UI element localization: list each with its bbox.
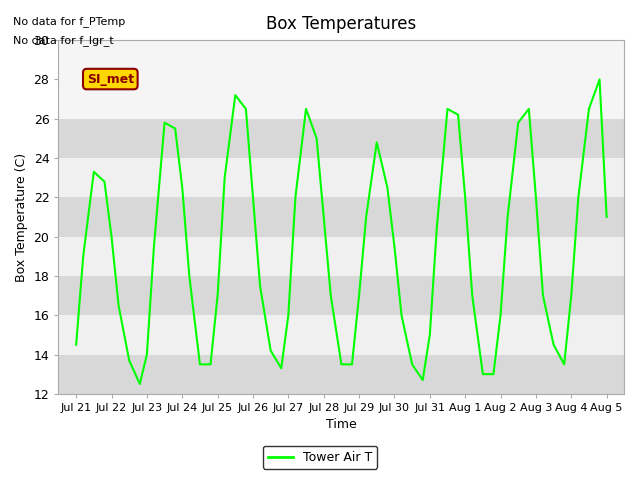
Bar xyxy=(58,119,624,158)
Y-axis label: Box Temperature (C): Box Temperature (C) xyxy=(15,153,28,282)
Bar xyxy=(58,158,624,197)
Bar xyxy=(58,355,624,394)
Text: No data for f_PTemp: No data for f_PTemp xyxy=(13,16,125,27)
Bar xyxy=(58,276,624,315)
Legend: Tower Air T: Tower Air T xyxy=(263,446,377,469)
X-axis label: Time: Time xyxy=(326,419,356,432)
Title: Box Temperatures: Box Temperatures xyxy=(266,15,417,33)
Bar xyxy=(58,197,624,237)
Bar xyxy=(58,237,624,276)
Bar xyxy=(58,315,624,355)
Text: No data for f_lgr_t: No data for f_lgr_t xyxy=(13,35,113,46)
Text: SI_met: SI_met xyxy=(87,72,134,85)
